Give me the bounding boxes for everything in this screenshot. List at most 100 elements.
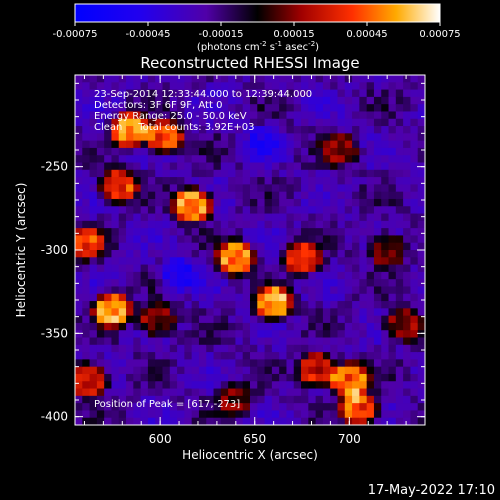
heatmap-cell	[301, 184, 309, 193]
heatmap-cell	[322, 417, 331, 425]
heatmap-cell	[118, 140, 127, 149]
heatmap-cell	[242, 220, 251, 229]
heatmap-cell	[388, 315, 397, 324]
heatmap-cell	[381, 184, 390, 193]
heatmap-cell	[235, 75, 244, 83]
heatmap-cell	[235, 82, 244, 91]
heatmap-cell	[403, 315, 412, 324]
heatmap-cell	[177, 410, 185, 419]
heatmap-cell	[133, 330, 142, 339]
y-tick-label: -350	[41, 326, 68, 340]
heatmap-cell	[344, 271, 353, 280]
heatmap-cell	[89, 104, 98, 113]
heatmap-cell	[235, 250, 244, 258]
heatmap-cell	[228, 242, 237, 251]
heatmap-cell	[250, 235, 258, 244]
heatmap-cell	[366, 89, 375, 98]
heatmap-cell	[410, 330, 419, 339]
heatmap-cell	[118, 250, 127, 258]
heatmap-cell	[140, 228, 149, 237]
heatmap-cell	[198, 118, 207, 127]
heatmap-cell	[344, 184, 353, 193]
heatmap-cell	[206, 381, 215, 390]
heatmap-area: 600 650 700-250-300-350-400	[41, 74, 426, 446]
heatmap-cell	[308, 235, 317, 244]
heatmap-cell	[126, 417, 134, 425]
heatmap-cell	[271, 235, 280, 244]
y-tick-label: -300	[41, 243, 68, 257]
heatmap-cell	[250, 337, 258, 346]
heatmap-cell	[373, 220, 382, 229]
heatmap-cell	[75, 322, 83, 331]
heatmap-cell	[250, 147, 258, 156]
colorbar: -0.00075 -0.00045 -0.00015 0.00015 0.00045 0.…	[53, 3, 461, 53]
heatmap-cell	[169, 410, 178, 419]
heatmap-cell	[417, 213, 425, 222]
heatmap-cell	[228, 147, 237, 156]
heatmap-cell	[126, 257, 134, 266]
heatmap-cell	[235, 330, 244, 339]
heatmap-cell	[177, 220, 185, 229]
heatmap-cell	[366, 155, 375, 164]
heatmap-cell	[104, 417, 113, 425]
time-range-text: 23-Sep-2014 12:33:44.000 to 12:39:44.000	[94, 89, 312, 100]
heatmap-cell	[279, 198, 288, 207]
heatmap-cell	[417, 388, 425, 397]
heatmap-cell	[359, 315, 368, 324]
heatmap-cell	[322, 155, 331, 164]
heatmap-cell	[337, 301, 346, 309]
colorbar-ticks: -0.00075 -0.00045 -0.00015 0.00015 0.00045 0.…	[53, 22, 461, 40]
heatmap-cell	[330, 315, 339, 324]
heatmap-cell	[250, 133, 258, 142]
heatmap-cell	[82, 271, 91, 280]
heatmap-cell	[220, 403, 229, 412]
heatmap-cell	[111, 126, 120, 134]
heatmap-cell	[293, 352, 302, 360]
axis-ticks: 600 650 700-250-300-350-400	[41, 75, 426, 446]
heatmap-cell	[271, 104, 280, 113]
heatmap-cell	[198, 257, 207, 266]
heatmap-cell	[271, 147, 280, 156]
heatmap-cell	[206, 271, 215, 280]
heatmap-cell	[198, 133, 207, 142]
heatmap-cell	[279, 337, 288, 346]
heatmap-cell	[184, 126, 193, 134]
heatmap-cell	[337, 184, 346, 193]
heatmap-cell	[147, 104, 156, 113]
heatmap-cell	[381, 198, 390, 207]
heatmap-cell	[228, 126, 237, 134]
heatmap-cell	[133, 147, 142, 156]
heatmap-cell	[315, 308, 324, 317]
heatmap-cell	[410, 279, 419, 288]
heatmap-cell	[388, 89, 397, 98]
heatmap-cell	[352, 373, 360, 382]
heatmap-cell	[133, 359, 142, 368]
heatmap-cell	[257, 315, 266, 324]
heatmap-cell	[250, 213, 258, 222]
heatmap-cell	[301, 118, 309, 127]
heatmap-cell	[366, 330, 375, 339]
heatmap-cell	[344, 206, 353, 215]
heatmap-cell	[220, 75, 229, 83]
heatmap-cell	[308, 373, 317, 382]
heatmap-cell	[373, 228, 382, 237]
heatmap-cell	[359, 133, 368, 142]
heatmap-cell	[96, 140, 105, 149]
heatmap-cell	[191, 96, 200, 105]
heatmap-cell	[403, 162, 412, 171]
heatmap-cell	[352, 162, 360, 171]
heatmap-cell	[206, 315, 215, 324]
heatmap-cell	[373, 301, 382, 309]
heatmap-cell	[381, 388, 390, 397]
heatmap-cell	[118, 111, 127, 120]
heatmap-cell	[264, 403, 273, 412]
heatmap-cell	[198, 198, 207, 207]
heatmap-cell	[133, 315, 142, 324]
heatmap-cell	[242, 366, 251, 375]
heatmap-cell	[257, 118, 266, 127]
heatmap-cell	[279, 213, 288, 222]
heatmap-cell	[177, 242, 185, 251]
heatmap-cell	[373, 373, 382, 382]
heatmap-cell	[111, 82, 120, 91]
heatmap-cell	[147, 388, 156, 397]
